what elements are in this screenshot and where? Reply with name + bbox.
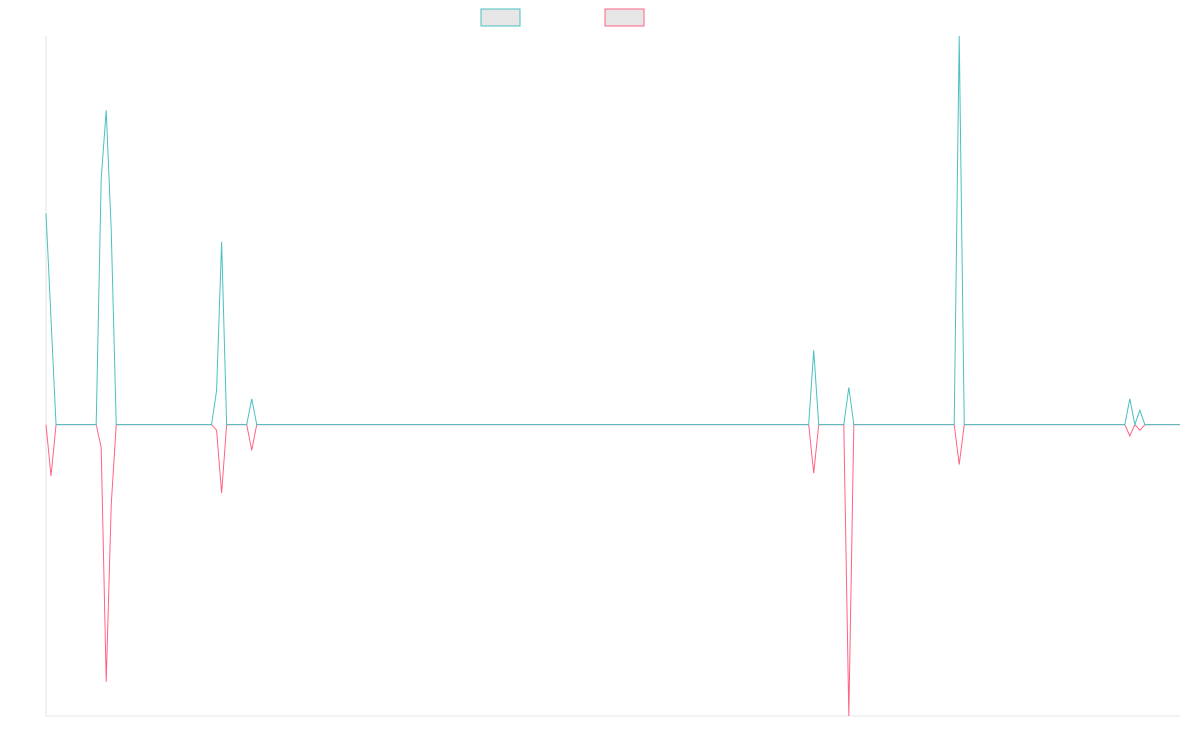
legend-swatch-series-1[interactable] xyxy=(480,8,521,27)
legend-swatch-series-2[interactable] xyxy=(604,8,645,27)
series-line-2 xyxy=(45,423,1180,717)
series-layer xyxy=(45,35,1180,717)
legend xyxy=(480,8,645,27)
series-line-1 xyxy=(45,35,1180,427)
